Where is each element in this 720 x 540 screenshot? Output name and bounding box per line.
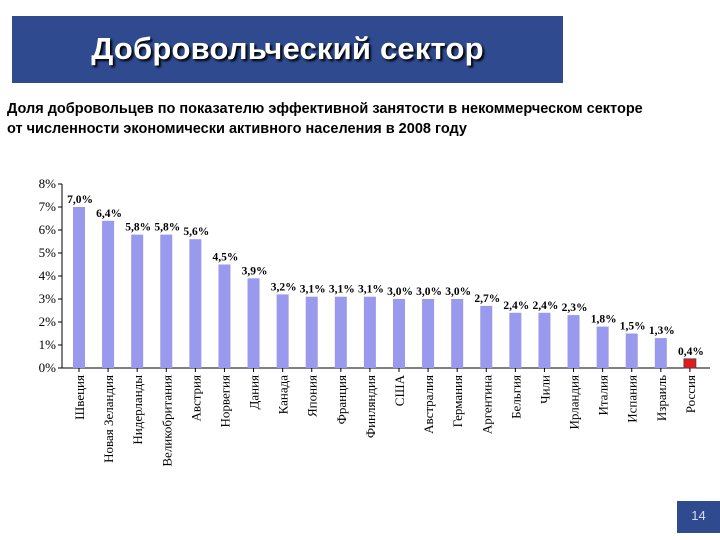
- subtitle-line-1: Доля добровольцев по показателю эффектив…: [7, 101, 643, 117]
- bar: [160, 234, 173, 368]
- slide-title: Добровольческий сектор: [91, 31, 484, 66]
- data-label: 5,6%: [183, 226, 209, 238]
- x-tick-label: Австрия: [188, 375, 203, 422]
- data-label: 3,1%: [358, 284, 384, 296]
- bar: [567, 315, 580, 368]
- x-tick-label: Германия: [450, 375, 465, 427]
- title-bar: Добровольческий сектор: [12, 16, 563, 83]
- y-tick-label: 2%: [39, 314, 57, 329]
- data-label: 3,0%: [445, 286, 471, 298]
- x-tick-label: Новая Зеландия: [101, 375, 116, 463]
- bar: [393, 299, 405, 368]
- y-tick-label: 4%: [39, 268, 57, 283]
- x-tick-label: Россия: [683, 375, 698, 413]
- data-label: 3,1%: [300, 284, 326, 296]
- x-tick-label: Норвегия: [217, 375, 232, 428]
- x-tick-label: Франция: [334, 375, 349, 424]
- data-label: 5,8%: [154, 222, 180, 234]
- bar: [334, 296, 347, 368]
- y-tick-label: 0%: [39, 360, 57, 375]
- x-tick-label: Италия: [596, 375, 611, 416]
- x-tick-label: Аргентина: [479, 375, 494, 434]
- x-tick-label: Финляндия: [363, 375, 378, 438]
- bar: [218, 264, 231, 368]
- y-tick-label: 5%: [39, 245, 57, 260]
- x-tick-label: Испания: [625, 375, 640, 423]
- bar: [131, 234, 144, 368]
- x-tick-label: США: [392, 374, 407, 406]
- y-tick-label: 7%: [39, 199, 57, 214]
- bar: [451, 299, 464, 368]
- data-label: 7,0%: [67, 194, 93, 206]
- bar-chart: 0% 1% 2% 3% 4% 5% 6% 7% 8% 7,0% Швеция 6,4% Новая Зе…: [39, 176, 710, 467]
- y-tick-label: 3%: [39, 291, 57, 306]
- subtitle-line-2: от численности экономически активного на…: [7, 121, 467, 137]
- bar: [596, 326, 609, 368]
- data-label: 2,7%: [474, 293, 500, 305]
- x-tick-label: Израиль: [654, 375, 669, 421]
- x-tick-label: Дания: [247, 375, 262, 410]
- x-tick-label: Канада: [276, 375, 291, 415]
- x-tick-label: Швеция: [72, 375, 87, 420]
- bar-highlight: [683, 358, 697, 369]
- page-number: 14: [677, 501, 720, 533]
- x-tick-label: Япония: [305, 375, 320, 417]
- bar: [247, 278, 260, 368]
- data-label: 3,0%: [387, 286, 413, 298]
- data-label: 5,8%: [125, 222, 151, 234]
- y-tick-label: 6%: [39, 222, 57, 237]
- bar: [625, 333, 638, 368]
- x-tick-label: Нидерланды: [130, 375, 145, 445]
- data-label: 1,3%: [649, 325, 675, 337]
- chart-subtitle: Доля добровольцев по показателю эффектив…: [7, 99, 719, 139]
- data-label: 6,4%: [96, 208, 122, 220]
- x-tick-label: Ирландия: [567, 375, 582, 430]
- bar: [422, 299, 435, 368]
- bar: [538, 312, 551, 368]
- y-tick-label: 1%: [39, 337, 57, 352]
- data-label: 4,5%: [213, 252, 239, 264]
- bar: [73, 207, 85, 368]
- data-label: 1,5%: [620, 321, 646, 333]
- data-label: 3,9%: [242, 265, 268, 277]
- x-tick-label: Бельгия: [508, 375, 523, 419]
- data-label: 2,4%: [533, 300, 559, 312]
- x-tick-label: Великобритания: [159, 375, 174, 467]
- bar: [305, 296, 318, 368]
- data-label: 1,8%: [591, 314, 617, 326]
- bar: [276, 294, 289, 368]
- bar: [363, 296, 376, 368]
- bar: [654, 338, 667, 368]
- data-label: 2,3%: [562, 302, 588, 314]
- y-tick-label: 8%: [39, 176, 57, 191]
- data-label: 3,1%: [329, 284, 355, 296]
- bar: [189, 239, 202, 368]
- bar: [509, 312, 522, 368]
- bar: [102, 220, 115, 368]
- bar: [480, 305, 493, 368]
- data-label: 2,4%: [503, 300, 529, 312]
- data-label: 3,0%: [416, 286, 442, 298]
- data-label: 0,4%: [678, 346, 704, 358]
- data-label: 3,2%: [271, 281, 297, 293]
- x-tick-label: Чили: [537, 375, 552, 404]
- x-tick-label: Австралия: [421, 375, 436, 434]
